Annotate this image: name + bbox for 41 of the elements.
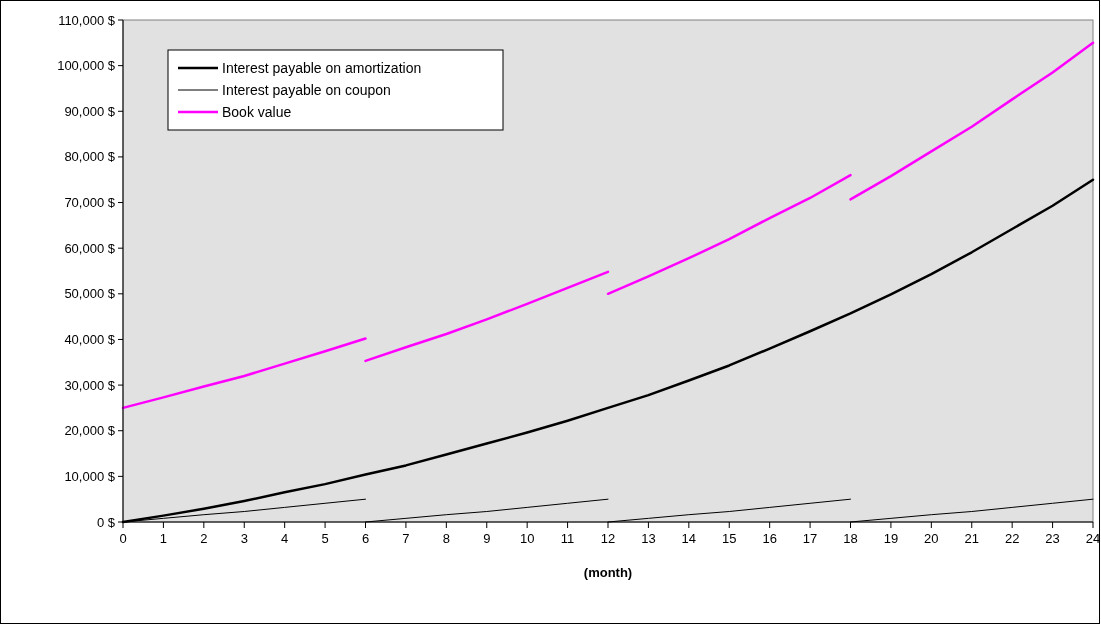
x-tick-label: 24 (1085, 531, 1101, 546)
x-tick-label: 22 (1004, 531, 1020, 546)
x-tick-label: 7 (402, 531, 410, 546)
legend-label: Interest payable on coupon (222, 81, 391, 98)
x-tick-label: 21 (964, 531, 979, 546)
y-tick-label: 30,000 $ (64, 377, 116, 393)
y-tick-label: 10,000 $ (64, 468, 116, 484)
y-tick-label: 80,000 $ (64, 149, 116, 165)
x-tick-label: 23 (1045, 531, 1060, 546)
x-tick-label: 18 (843, 531, 858, 546)
x-tick-label: 8 (442, 531, 450, 546)
x-tick-label: 0 (119, 531, 127, 546)
x-tick-label: 6 (361, 531, 370, 546)
y-tick-label: 20,000 $ (64, 423, 116, 439)
x-tick-label: 9 (483, 531, 491, 546)
x-tick-label: 13 (641, 531, 656, 546)
y-tick-label: 40,000 $ (64, 332, 116, 347)
x-tick-label: 12 (600, 531, 616, 546)
x-tick-label: 4 (281, 531, 289, 546)
x-tick-label: 19 (883, 531, 899, 546)
x-tick-label: 11 (560, 531, 575, 546)
y-tick-label: 100,000 $ (57, 58, 116, 74)
legend-label: Interest payable on amortization (222, 59, 422, 76)
x-tick-label: 5 (321, 531, 329, 546)
x-tick-label: 14 (681, 531, 697, 546)
x-tick-label: 16 (762, 531, 777, 546)
y-tick-label: 90,000 $ (64, 103, 116, 119)
x-axis-title: (month) (583, 565, 633, 580)
y-tick-label: 60,000 $ (64, 240, 116, 256)
y-tick-label: 50,000 $ (64, 286, 116, 302)
x-tick-label: 20 (924, 531, 939, 546)
legend-label: Book value (222, 103, 292, 120)
x-tick-label: 1 (159, 531, 168, 546)
x-tick-label: 15 (722, 531, 737, 546)
x-tick-label: 3 (240, 531, 248, 546)
y-tick-label: 0 $ (96, 514, 116, 530)
x-tick-label: 2 (200, 531, 208, 546)
x-tick-label: 10 (519, 531, 535, 546)
y-tick-label: 110,000 $ (58, 12, 116, 28)
x-tick-label: 17 (802, 531, 818, 546)
y-tick-label: 70,000 $ (64, 195, 116, 211)
